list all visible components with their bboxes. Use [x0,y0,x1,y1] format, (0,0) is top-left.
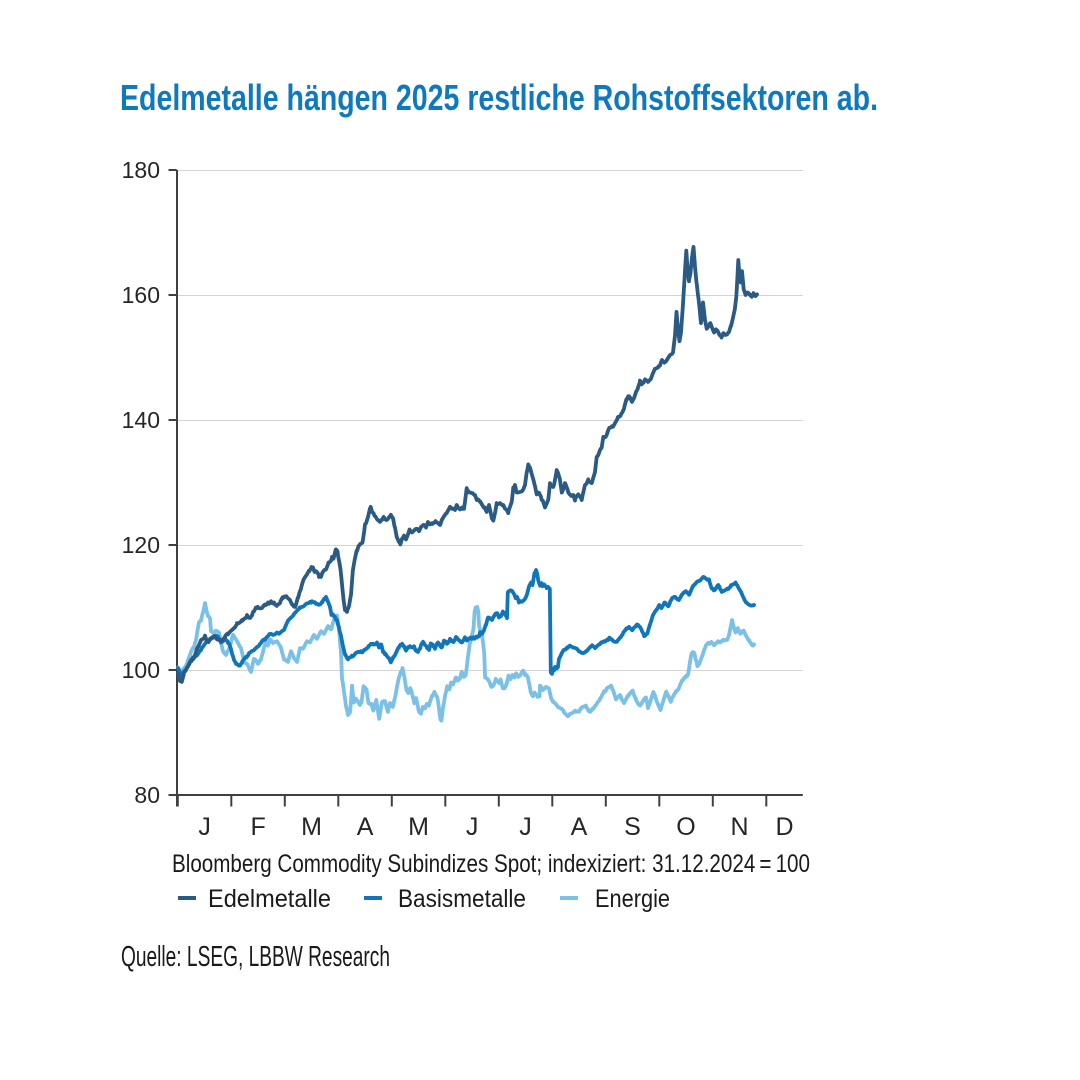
svg-text:Bloomberg Commodity Subindizes: Bloomberg Commodity Subindizes Spot; ind… [172,850,810,878]
svg-text:A: A [571,813,588,841]
svg-text:A: A [357,813,374,841]
svg-text:120: 120 [122,532,160,558]
svg-text:100: 100 [122,657,160,683]
svg-text:Edelmetalle hängen 2025 restli: Edelmetalle hängen 2025 restliche Rohsto… [120,77,878,118]
svg-text:140: 140 [122,407,160,433]
svg-text:80: 80 [134,782,160,808]
svg-text:J: J [198,813,211,841]
svg-text:N: N [730,813,748,841]
svg-text:D: D [775,813,793,841]
svg-text:O: O [676,813,695,841]
svg-text:160: 160 [122,282,160,308]
svg-text:Basismetalle: Basismetalle [398,885,526,913]
svg-text:M: M [408,813,429,841]
svg-text:Quelle: LSEG, LBBW Research: Quelle: LSEG, LBBW Research [121,941,390,973]
svg-text:S: S [624,813,641,841]
svg-text:Energie: Energie [595,885,670,913]
svg-text:J: J [466,813,479,841]
svg-text:180: 180 [122,157,160,183]
svg-text:Edelmetalle: Edelmetalle [208,885,331,913]
svg-text:F: F [250,813,265,841]
svg-text:J: J [519,813,532,841]
svg-text:M: M [301,813,322,841]
